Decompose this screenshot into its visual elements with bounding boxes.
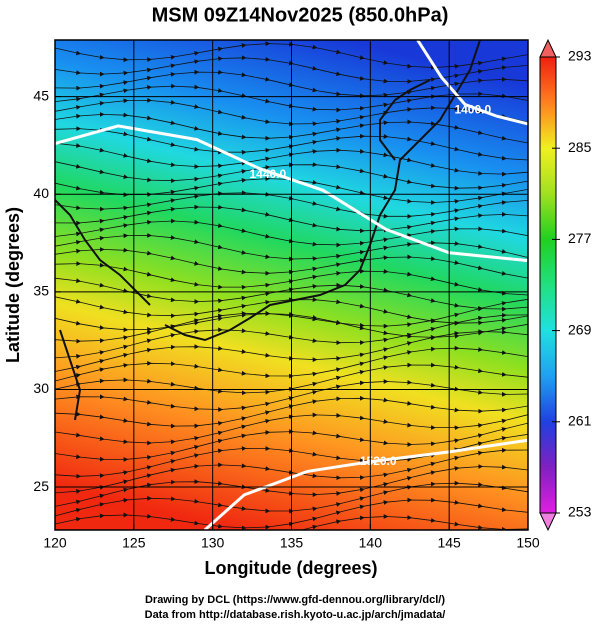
contour-label: 1400.0 [454,102,491,116]
y-tick-label: 35 [33,283,49,299]
x-tick-label: 130 [201,535,225,551]
y-axis-label: Latitude (degrees) [3,207,23,363]
x-tick-label: 125 [122,535,146,551]
x-tick-label: 140 [359,535,383,551]
colorbar-min-triangle [539,512,557,532]
contour-line [203,438,528,530]
colorbar-tick-label: 269 [568,321,592,337]
colorbar [539,56,557,514]
colorbar-tick-label: 261 [568,413,592,429]
colorbar-tick-label: 293 [568,48,592,64]
y-tick-label: 25 [33,478,49,494]
x-tick-label: 120 [43,535,67,551]
x-tick-label: 135 [280,535,304,551]
x-axis-label: Longitude (degrees) [204,558,377,578]
contour-label: 1520.0 [360,454,397,468]
footer-line: Data from http://database.rish.kyoto-u.a… [145,609,446,621]
y-tick-label: 30 [33,380,49,396]
colorbar-tick-label: 277 [568,230,592,246]
colorbar-max-triangle [539,38,557,58]
colorbar-tick-label: 285 [568,139,592,155]
chart-title: MSM 09Z14Nov2025 (850.0hPa) [152,4,449,26]
footer-line: Drawing by DCL (https://www.gfd-dennou.o… [145,594,445,606]
x-tick-label: 145 [437,535,461,551]
contour-label: 1440.0 [249,167,286,181]
x-tick-label: 150 [516,535,540,551]
colorbar-tick-label: 253 [568,504,592,520]
contour-line [416,40,528,126]
y-tick-label: 40 [33,185,49,201]
y-tick-label: 45 [33,87,49,103]
